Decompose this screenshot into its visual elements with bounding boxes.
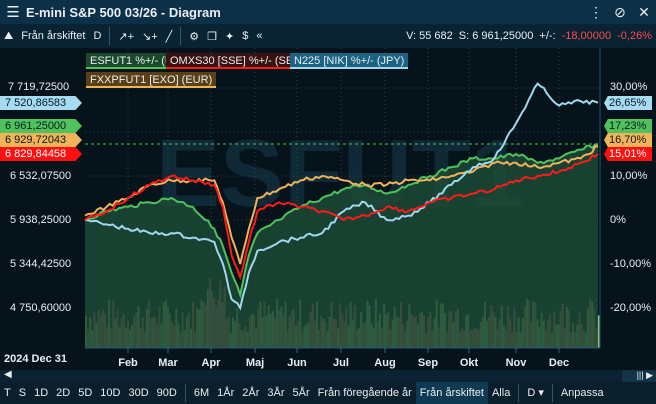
left-tag-fxxpfut1: 6 929,72043	[0, 133, 82, 147]
divider	[551, 384, 553, 402]
x-tick-label: Mar	[158, 357, 178, 369]
left-axis-label: 7 719,72500	[8, 81, 70, 93]
range-button[interactable]: 2År	[242, 387, 260, 399]
range-button[interactable]: 1D	[34, 387, 49, 399]
left-tag-omxs30: 6 829,84458	[0, 147, 82, 161]
left-tag-esfut1: 6 961,25000	[0, 119, 82, 133]
range-button[interactable]: Anpassa	[560, 387, 604, 399]
toolbar: ⛰ Från årskiftet D ↗+ ↘+ ╱ ⚙ ❐ ✦ $ « V: …	[0, 24, 656, 48]
legend-n225[interactable]: N225 [NIK] %+/- (JPY)	[290, 53, 409, 69]
x-tick-label: Okt	[460, 357, 479, 369]
range-button[interactable]: 2D	[56, 387, 71, 399]
draw-line-icon[interactable]: ╱	[165, 30, 173, 43]
series-line-n225	[84, 82, 599, 311]
more-icon[interactable]: ⋮	[589, 3, 603, 20]
left-axis-label: 4 750,60000	[10, 302, 72, 314]
hamburger-menu-icon[interactable]: ☰	[6, 4, 20, 21]
right-axis-label: -20,00%	[610, 302, 651, 314]
right-axis-label: -10,00%	[610, 258, 651, 270]
x-tick-label: Maj	[246, 357, 264, 369]
unlink-icon[interactable]: ⊘	[614, 3, 626, 20]
range-button[interactable]: 90D	[156, 387, 177, 399]
period-select[interactable]: Från årskiftet	[21, 30, 86, 42]
range-button[interactable]: 30D	[128, 387, 149, 399]
change-label: +/-:	[539, 30, 556, 42]
right-tag-fxxpfut1: 16,70%	[604, 133, 652, 147]
quote-stats: V: 55 682 S: 6 961,25000 +/-: -18,00000 …	[406, 30, 656, 42]
right-axis-label: 0%	[610, 214, 626, 226]
range-button[interactable]: T	[4, 387, 11, 399]
left-axis-label: 6 532,07500	[10, 170, 72, 182]
crosshair-icon[interactable]: ✦	[225, 30, 235, 43]
add-indicator-icon[interactable]: ↗+	[118, 30, 135, 43]
left-tag-n225: 7 520,86583	[0, 96, 82, 110]
layout-icon[interactable]: ❐	[207, 30, 218, 43]
series-line-fxxpfut1	[84, 145, 598, 265]
left-axis-label: 5 938,25000	[10, 214, 72, 226]
x-tick-label: Dec	[549, 357, 569, 369]
divider	[184, 384, 186, 402]
x-axis-start: 2024 Dec 31	[4, 353, 67, 365]
right-tag-esfut1: 17,23%	[604, 119, 652, 133]
range-button[interactable]: Från årskiftet	[415, 382, 488, 404]
currency-refresh-icon[interactable]: $	[242, 30, 249, 42]
range-button[interactable]: S	[18, 387, 27, 399]
series-line-omxs30	[84, 153, 599, 281]
legend-omxs30[interactable]: OMXS30 [SSE] %+/- (SEK)	[166, 53, 309, 69]
divider	[518, 384, 520, 402]
x-tick-label: Sep	[418, 357, 438, 369]
add-compare-icon[interactable]: ↘+	[142, 30, 158, 43]
range-button[interactable]: 10D	[100, 387, 121, 399]
right-tag-n225: 26,65%	[604, 96, 652, 110]
close-icon[interactable]: ✕	[638, 3, 650, 20]
x-tick-label: Jun	[287, 357, 307, 369]
window-title: E-mini S&P 500 03/26 - Diagram	[26, 4, 221, 20]
range-button[interactable]: D ▾	[527, 387, 544, 399]
scroll-thumb[interactable]: ||| ▶	[622, 370, 656, 382]
x-tick-label: Aug	[374, 357, 395, 369]
range-button[interactable]: 3År	[267, 387, 285, 399]
scroll-left-icon[interactable]: ◀	[4, 369, 12, 380]
chart-svg: ESFUT1 Feb Mar Apr Maj Jun Jul Aug Sep Okt Nov Dec	[84, 48, 601, 369]
horizontal-scrollbar[interactable]: ◀ ||| ▶	[0, 369, 656, 382]
divider	[180, 27, 182, 45]
right-tag-omxs30: 15,01%	[604, 147, 652, 161]
x-tick-label: Nov	[506, 357, 528, 369]
range-button[interactable]: 6M	[193, 387, 210, 399]
x-tick-label: Jul	[333, 357, 349, 369]
left-axis-label: 5 344,42500	[10, 258, 72, 270]
chart-type-icon[interactable]: ⛰	[4, 29, 14, 42]
change-value: -18,00000	[561, 30, 612, 42]
range-button[interactable]: 5År	[292, 387, 310, 399]
right-axis-label: 30,00%	[610, 81, 648, 93]
divider	[109, 27, 111, 45]
interval-select[interactable]: D	[93, 30, 102, 42]
range-button[interactable]: 1År	[217, 387, 235, 399]
volume-value: V: 55 682	[406, 30, 453, 42]
change-percent: -0,26%	[617, 30, 652, 42]
settings-icon[interactable]: ⚙	[189, 30, 200, 43]
range-button[interactable]: 5D	[78, 387, 93, 399]
chart-area[interactable]: ESFUT1 Feb Mar Apr Maj Jun Jul Aug Sep Okt Nov Dec…	[0, 48, 656, 370]
range-button[interactable]: Alla	[491, 387, 511, 399]
x-tick-label: Feb	[118, 357, 138, 369]
legend-fxxpfut1[interactable]: FXXPFUT1 [EXO] (EUR)	[86, 72, 217, 88]
collapse-icon[interactable]: «	[256, 30, 263, 42]
title-bar: ☰ E-mini S&P 500 03/26 - Diagram ⋮ ⊘ ✕	[0, 0, 656, 24]
right-axis-label: 10,00%	[610, 170, 648, 182]
range-bar: T S 1D 2D 5D 10D 30D 90D 6M 1År 2År 3År 5År Från före…	[0, 382, 656, 404]
range-button[interactable]: Från föregående år	[317, 387, 412, 399]
last-price: S: 6 961,25000	[458, 30, 534, 42]
series-line-esfut1	[84, 143, 599, 299]
volume-bar	[597, 315, 600, 348]
x-tick-label: Apr	[202, 357, 222, 369]
